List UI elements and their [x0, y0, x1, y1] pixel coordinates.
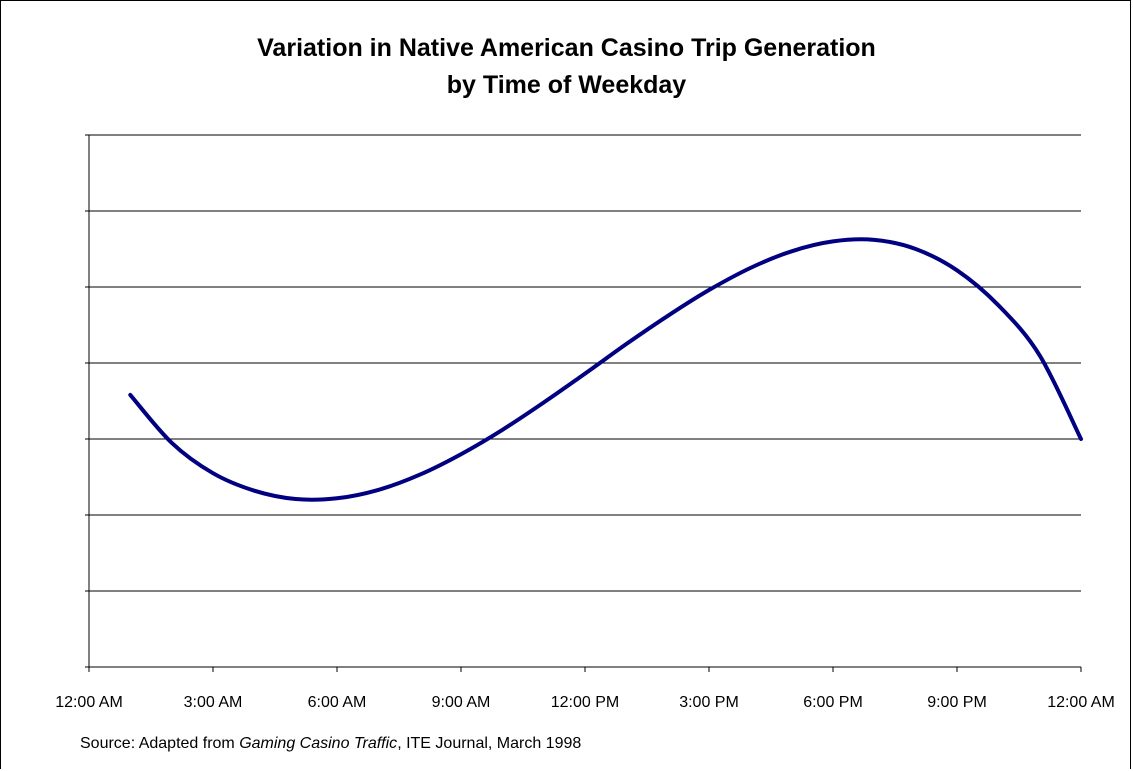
x-tick-label: 6:00 AM [308, 694, 367, 711]
chart-title: Variation in Native American Casino Trip… [0, 30, 1133, 104]
chart-title-line-1: Variation in Native American Casino Trip… [257, 34, 876, 62]
x-tick-label: 9:00 AM [432, 694, 491, 711]
source-publication: Gaming Casino Traffic [239, 735, 398, 752]
gridlines [89, 134, 1081, 592]
series-line [128, 237, 1083, 502]
source-suffix: , ITE Journal, March 1998 [397, 735, 582, 752]
source-note: Source: Adapted from Gaming Casino Traff… [80, 735, 581, 753]
source-prefix: Source: Adapted from [80, 735, 240, 752]
chart-title-line-2: by Time of Weekday [446, 71, 687, 99]
x-tick-label: 9:00 PM [927, 694, 987, 711]
x-tick-label: 6:00 PM [803, 694, 863, 711]
x-tick-label: 3:00 PM [679, 694, 739, 711]
x-tick-label: 12:00 AM [1047, 694, 1115, 711]
series-group [128, 237, 1083, 502]
x-tick-label: 12:00 PM [551, 694, 619, 711]
x-tick-label: 3:00 AM [184, 694, 243, 711]
x-tick-label: 12:00 AM [55, 694, 123, 711]
x-axis-ticks: 12:00 AM 3:00 AM 6:00 AM 9:00 AM 12:00 PM 3:0… [55, 667, 1115, 711]
axes [85, 134, 1081, 668]
